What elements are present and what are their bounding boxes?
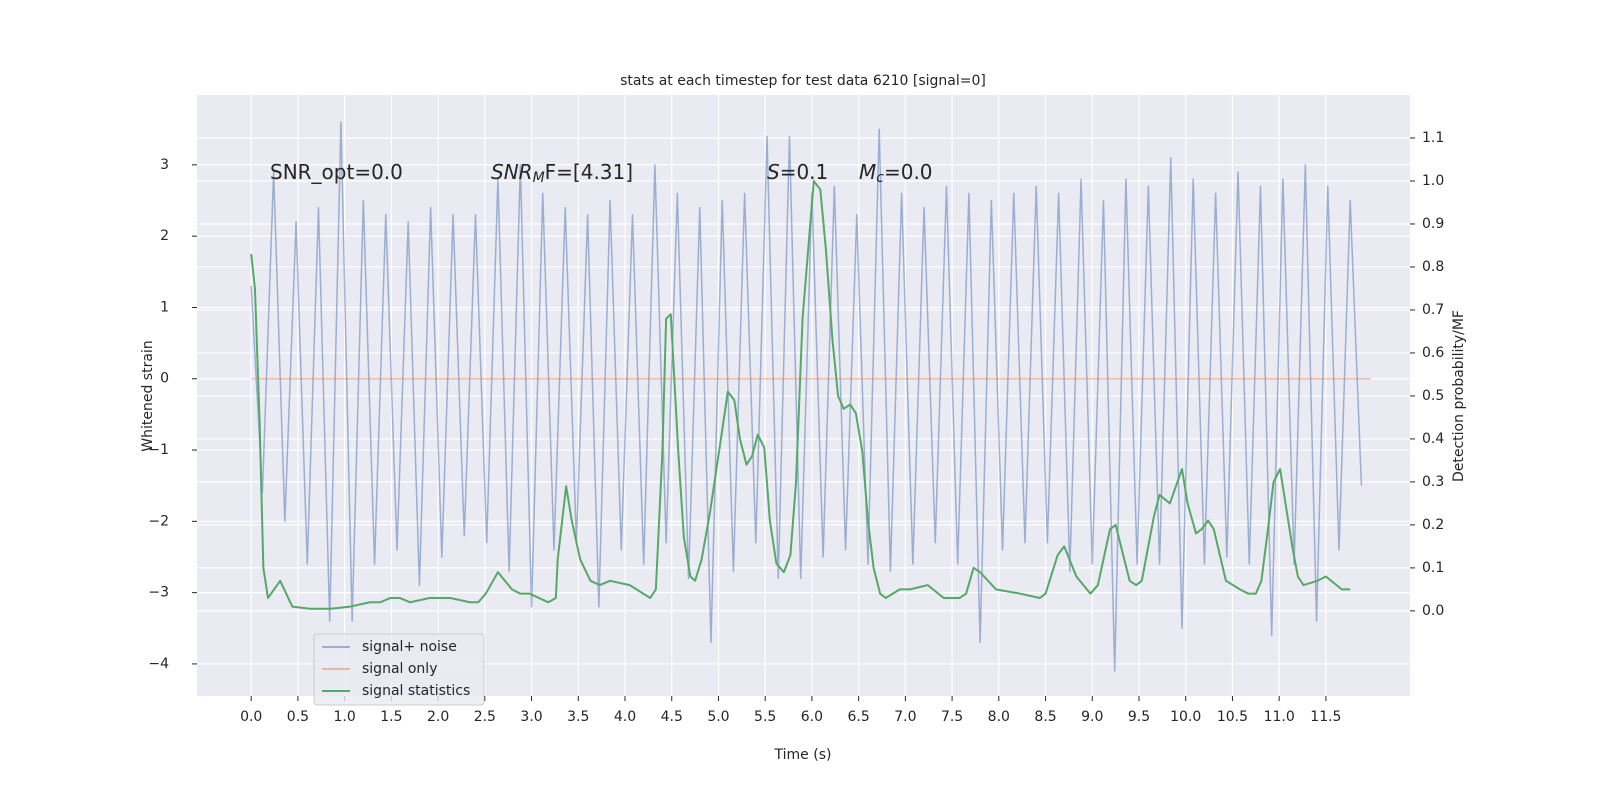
y2-tick-label: 0.3 — [1422, 474, 1444, 490]
annotation-text-after: F=[4.31] — [545, 160, 633, 184]
chart-title: stats at each timestep for test data 621… — [620, 73, 986, 89]
y-tick-label: −2 — [148, 513, 169, 529]
y2-tick-label: 1.0 — [1422, 173, 1444, 189]
legend-label: signal only — [362, 661, 437, 677]
x-tick-label: 1.5 — [380, 709, 402, 725]
x-tick-label: 2.5 — [474, 709, 496, 725]
annotation-text: SNR_opt=0.0 — [270, 160, 403, 184]
y2-tick-label: 0.6 — [1422, 345, 1444, 361]
y2-tick-label: 0.9 — [1422, 216, 1444, 232]
annotation-text: M — [859, 160, 876, 184]
y-tick-label: 1 — [160, 299, 169, 315]
y2-tick-label: 1.1 — [1422, 130, 1444, 146]
y2-tick-label: 0.1 — [1422, 560, 1444, 576]
x-tick-label: 6.0 — [801, 709, 823, 725]
x-tick-label: 4.0 — [614, 709, 636, 725]
x-tick-label: 0.5 — [287, 709, 309, 725]
annotation-text-after: =0.1 — [780, 160, 829, 184]
x-tick-label: 5.0 — [707, 709, 729, 725]
annotation-text-after: =0.0 — [884, 160, 933, 184]
y2-tick-label: 0.7 — [1422, 302, 1444, 318]
annotation: SNR_opt=0.0 — [270, 160, 403, 184]
legend-label: signal+ noise — [362, 639, 457, 655]
legend-label: signal statistics — [362, 683, 470, 699]
y2-tick-label: 0.8 — [1422, 259, 1444, 275]
x-tick-label: 0.0 — [240, 709, 262, 725]
annotation-subscript: c — [876, 170, 884, 186]
x-tick-label: 3.0 — [520, 709, 542, 725]
y2-tick-label: 0.2 — [1422, 517, 1444, 533]
annotation-subscript: M — [533, 170, 545, 186]
x-tick-label: 11.0 — [1264, 709, 1295, 725]
y-tick-label: −1 — [148, 442, 169, 458]
x-tick-label: 9.5 — [1128, 709, 1150, 725]
annotation: S=0.1 — [767, 160, 828, 184]
y2-axis-label: Detection probability/MF — [1451, 310, 1467, 482]
y-tick-label: 3 — [160, 157, 169, 173]
y-tick-label: −3 — [148, 585, 169, 601]
x-tick-label: 2.0 — [427, 709, 449, 725]
annotation-text: SNR — [491, 160, 533, 184]
y2-tick-label: 0.4 — [1422, 431, 1444, 447]
x-tick-label: 10.5 — [1217, 709, 1248, 725]
y-tick-label: −4 — [148, 656, 169, 672]
series-line — [250, 179, 1351, 610]
marks — [250, 121, 1371, 672]
annotation: SNRMF=[4.31] — [491, 160, 633, 187]
x-tick-label: 7.5 — [941, 709, 963, 725]
x-tick-label: 8.0 — [988, 709, 1010, 725]
y-axis-label: Whitened strain — [140, 340, 156, 451]
x-tick-label: 5.5 — [754, 709, 776, 725]
y2-tick-label: 0.5 — [1422, 388, 1444, 404]
annotation-text: S — [767, 160, 780, 184]
x-tick-label: 4.5 — [661, 709, 683, 725]
labels: 0.0 0.5 1.0 1.5 2.0 2.5 3.0 3.5 4.0 4.5 5.0 5.5 6.0 6… — [148, 130, 1444, 725]
y-tick-label: 2 — [160, 228, 169, 244]
legend: signal+ noise signal only signal statistic… — [313, 633, 485, 706]
x-axis-label: Time (s) — [774, 747, 832, 763]
x-tick-label: 7.0 — [894, 709, 916, 725]
x-tick-label: 9.0 — [1081, 709, 1103, 725]
series-line — [250, 121, 1363, 672]
y-tick-label: 0 — [160, 371, 169, 387]
x-tick-label: 1.0 — [334, 709, 356, 725]
x-tick-label: 8.5 — [1034, 709, 1056, 725]
x-tick-label: 3.5 — [567, 709, 589, 725]
x-tick-label: 6.5 — [848, 709, 870, 725]
x-tick-label: 10.0 — [1170, 709, 1201, 725]
legend-frame — [313, 633, 485, 706]
x-tick-label: 11.5 — [1310, 709, 1341, 725]
annotation: Mc=0.0 — [859, 160, 933, 187]
y2-tick-label: 0.0 — [1422, 603, 1444, 619]
